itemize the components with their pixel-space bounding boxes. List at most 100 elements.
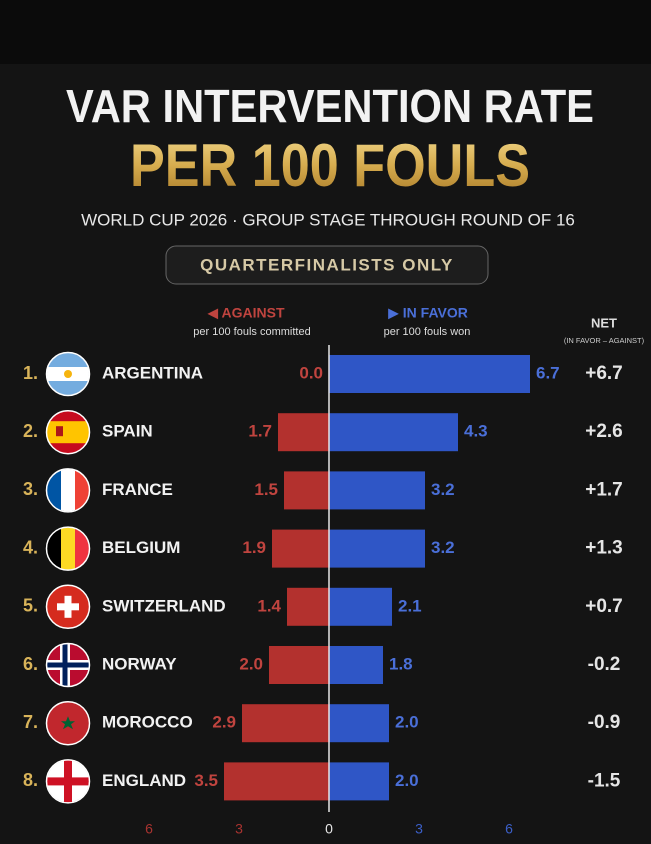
value-label: 1.5: [254, 480, 278, 499]
rank: 4.: [23, 537, 38, 557]
bar: [272, 529, 329, 568]
net-header: NET: [591, 315, 617, 330]
flag-icon: [45, 700, 91, 746]
favor-sublabel: per 100 fouls won: [384, 326, 471, 338]
flag-icon: [45, 584, 91, 630]
favor-header: ▶ IN FAVOR: [388, 305, 468, 321]
flag: [75, 469, 89, 512]
flag: [47, 527, 61, 570]
team-name: SPAIN: [102, 422, 153, 441]
flag-ring: [45, 642, 91, 688]
net-label: -0.9: [588, 712, 621, 733]
rank: 3.: [23, 479, 38, 499]
net-sublabel: (IN FAVOR – AGAINST): [564, 336, 645, 345]
flag-icon: [45, 526, 91, 571]
flag: [47, 469, 61, 512]
net-label: -0.2: [588, 654, 621, 675]
bar: [287, 587, 329, 626]
flag-ring: [45, 700, 91, 746]
team-name: SWITZERLAND: [102, 596, 226, 615]
against-header: ◀ AGAINST: [207, 305, 285, 321]
flag: [56, 426, 63, 437]
team-name: NORWAY: [102, 654, 177, 673]
against-sublabel: per 100 fouls committed: [193, 326, 310, 338]
badge: QUARTERFINALISTS ONLY: [200, 255, 454, 274]
chart-title-highlight: PER 100 FOULS: [130, 132, 530, 199]
badge-box: [165, 245, 489, 285]
flag: [61, 716, 75, 730]
flag-clip: [47, 760, 89, 803]
rank: 5.: [23, 596, 38, 616]
value-label: 1.4: [257, 596, 281, 615]
flag: [61, 469, 75, 512]
flag-ring: [45, 351, 91, 397]
bar: [329, 704, 389, 743]
flag-ring: [45, 526, 91, 571]
bar: [284, 471, 329, 510]
value-label: 2.0: [395, 713, 419, 732]
bar: [242, 704, 329, 743]
x-tick-label: 0: [325, 821, 333, 837]
flag: [61, 527, 75, 570]
value-label: 3.5: [194, 771, 218, 790]
team-name: MOROCCO: [102, 713, 193, 732]
flag-clip: [47, 469, 89, 512]
net-label: +0.7: [585, 596, 623, 617]
flag-clip: [47, 527, 89, 570]
flag-ring: [45, 759, 91, 804]
flag-icon: [45, 642, 91, 688]
value-label: 6.7: [536, 363, 560, 382]
subtitle: WORLD CUP 2026 · GROUP STAGE THROUGH ROU…: [81, 210, 575, 229]
bar: [329, 762, 389, 801]
team-name: BELGIUM: [102, 538, 180, 557]
net-label: -1.5: [588, 770, 621, 791]
flag: [64, 370, 72, 378]
bar: [329, 355, 530, 393]
flag-icon: [45, 468, 91, 513]
bar: [329, 413, 458, 452]
flag: [47, 777, 89, 786]
bar: [224, 762, 329, 801]
value-label: 1.8: [389, 654, 413, 673]
flag-clip: [47, 353, 89, 395]
flag-ring: [45, 409, 91, 455]
bar: [329, 529, 425, 568]
value-label: 2.9: [212, 713, 236, 732]
flag: [47, 662, 89, 668]
chart-title: VAR INTERVENTION RATE: [66, 80, 594, 132]
flag-clip: [47, 702, 89, 745]
flag-ring: [45, 468, 91, 513]
rank: 1.: [23, 363, 38, 383]
bar: [329, 587, 392, 626]
flag: [47, 421, 89, 444]
rank: 7.: [23, 712, 38, 732]
top-band: [0, 0, 651, 64]
x-tick-label: 3: [415, 821, 423, 837]
value-label: 2.0: [395, 771, 419, 790]
flag-clip: [47, 585, 89, 628]
flag-icon: [45, 409, 91, 455]
x-tick-label: 6: [505, 821, 513, 837]
team-name: ARGENTINA: [102, 363, 203, 382]
x-tick-label: 6: [145, 821, 153, 837]
x-tick-label: 3: [235, 821, 243, 837]
net-label: +6.7: [585, 363, 623, 384]
bar: [329, 646, 383, 684]
flag: [57, 603, 79, 611]
flag-icon: [45, 759, 91, 804]
rank: 8.: [23, 770, 38, 790]
bar: [278, 413, 329, 452]
bar: [269, 646, 329, 684]
value-label: 2.1: [398, 596, 422, 615]
value-label: 1.9: [242, 538, 266, 557]
flag-clip: [47, 644, 89, 686]
net-label: +1.7: [585, 479, 623, 500]
flag: [75, 527, 89, 570]
value-label: 0.0: [299, 363, 323, 382]
flag-clip: [47, 411, 89, 454]
net-label: +2.6: [585, 421, 623, 442]
value-label: 1.7: [248, 422, 272, 441]
team-name: ENGLAND: [102, 771, 186, 790]
rank: 6.: [23, 654, 38, 674]
